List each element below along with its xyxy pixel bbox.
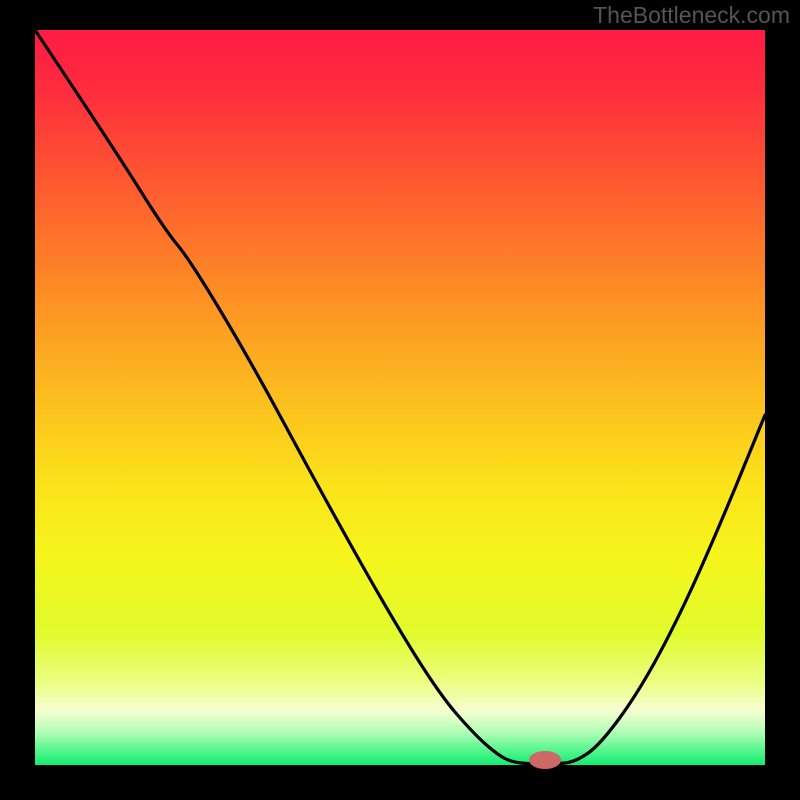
optimal-marker xyxy=(529,751,561,769)
chart-container: TheBottleneck.com xyxy=(0,0,800,800)
gradient-plot-area xyxy=(35,30,765,765)
watermark-text: TheBottleneck.com xyxy=(593,2,790,29)
bottleneck-chart xyxy=(0,0,800,800)
